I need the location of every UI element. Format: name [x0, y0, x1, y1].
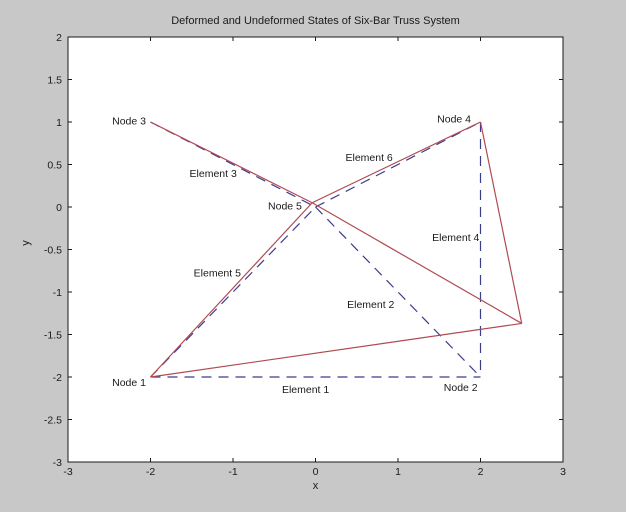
annotation-node-1: Node 1 [112, 377, 146, 389]
annotation-node-5: Node 5 [268, 200, 302, 212]
plot-title: Deformed and Undeformed States of Six-Ba… [171, 15, 460, 27]
y-tick-label: 0.5 [47, 160, 62, 172]
x-tick-label: -1 [228, 466, 237, 478]
undeformed-element-6 [315, 121, 481, 208]
axes-box [67, 36, 564, 463]
annotation-node-4: Node 4 [437, 114, 471, 126]
y-tick-label: -2.5 [44, 415, 62, 427]
y-tick-label: -1.5 [44, 330, 62, 342]
x-axis-label: x [313, 480, 319, 492]
y-axis-label: y [20, 240, 32, 246]
annotation-element-4: Element 4 [432, 232, 479, 244]
deformed-element-1 [150, 322, 522, 378]
undeformed-element-5 [150, 206, 316, 378]
x-tick-label: -2 [146, 466, 155, 478]
y-tick-label: 1.5 [47, 75, 62, 87]
annotation-element-3: Element 3 [190, 168, 237, 180]
annotation-node-3: Node 3 [112, 115, 146, 127]
deformed-element-5 [150, 202, 313, 378]
plot-area: -3 -2 -1 0 1 2 3 2 1.5 1 0.5 0 -0.5 -1 -1.5 -2 -2.5 -3 Nod… [44, 32, 566, 478]
annotation-node-2: Node 2 [444, 382, 478, 394]
x-tick-label: 3 [560, 466, 566, 478]
undeformed-element-3 [150, 121, 316, 208]
deformed-element-6 [311, 121, 481, 204]
y-tick-label: 2 [56, 32, 62, 44]
y-tick-label: 0 [56, 202, 62, 214]
x-tick-label: 0 [313, 466, 319, 478]
annotation-element-5: Element 5 [194, 267, 241, 279]
y-tick-label: -1 [53, 287, 62, 299]
deformed-element-2 [311, 202, 523, 324]
annotation-element-6: Element 6 [345, 152, 392, 164]
x-tick-label: 1 [395, 466, 401, 478]
undeformed-element-2 [315, 206, 481, 378]
annotation-element-1: Element 1 [282, 384, 329, 396]
deformed-element-4 [479, 121, 523, 324]
x-tick-label: 2 [478, 466, 484, 478]
y-tick-label: 1 [56, 117, 62, 129]
plot-background [68, 37, 563, 462]
annotation-element-2: Element 2 [347, 299, 394, 311]
y-tick-label: -0.5 [44, 245, 62, 257]
y-tick-label: -2 [53, 372, 62, 384]
y-tick-label: -3 [53, 457, 62, 469]
deformed-element-3 [150, 121, 313, 204]
x-tick-label: -3 [63, 466, 72, 478]
